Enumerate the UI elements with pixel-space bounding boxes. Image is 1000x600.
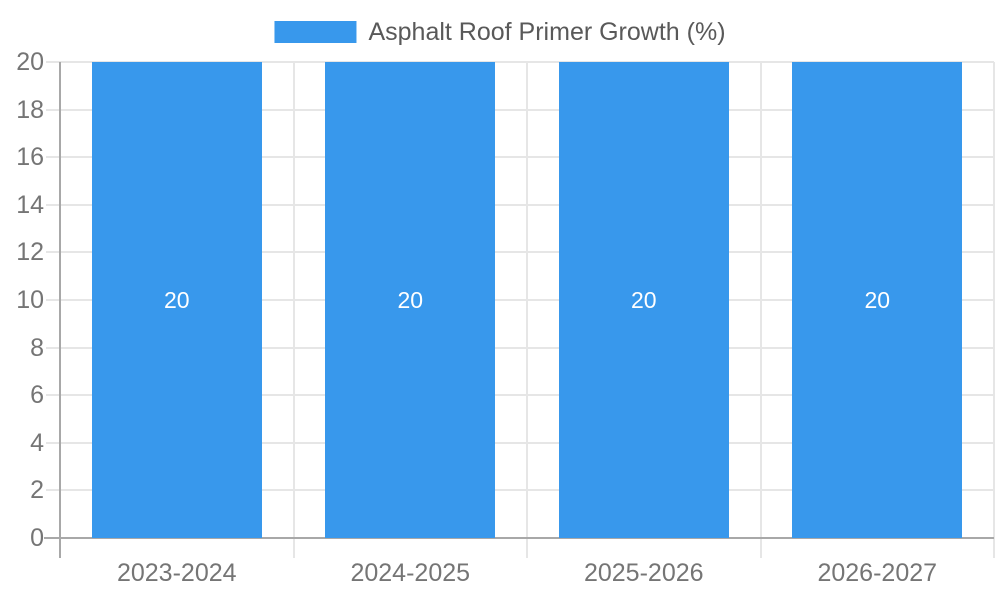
y-gridline — [46, 394, 994, 397]
x-gridline — [292, 62, 295, 558]
bar-value-label: 20 — [163, 287, 190, 313]
bar-value-label: 20 — [630, 287, 657, 313]
bar-value-label: 20 — [864, 287, 891, 313]
x-axis-line — [44, 537, 994, 539]
y-tick-label: 8 — [30, 333, 44, 362]
bar[interactable] — [792, 62, 963, 538]
bar[interactable] — [558, 62, 729, 538]
y-gridline — [46, 441, 994, 444]
bar-value-label: 20 — [397, 287, 424, 313]
legend-swatch — [274, 21, 357, 43]
y-axis-line — [59, 62, 61, 558]
legend-label: Asphalt Roof Primer Growth (%) — [368, 18, 726, 46]
y-gridline — [46, 156, 994, 159]
y-tick-label: 14 — [16, 190, 44, 219]
x-tick-label: 2024-2025 — [350, 559, 471, 587]
x-gridline — [759, 62, 762, 558]
x-gridline — [526, 62, 528, 558]
y-tick-label: 10 — [16, 286, 44, 314]
x-gridline — [993, 62, 995, 558]
y-tick-label: 18 — [16, 95, 44, 124]
y-tick-label: 12 — [16, 238, 44, 267]
y-gridline — [46, 489, 994, 492]
y-gridline — [46, 346, 994, 349]
x-tick-label: 2023-2024 — [116, 559, 237, 587]
y-gridline — [46, 251, 994, 254]
x-tick-label: 2026-2027 — [817, 559, 938, 587]
y-tick-label: 4 — [30, 428, 44, 457]
y-tick-label: 20 — [16, 48, 44, 76]
y-tick-label: 2 — [30, 476, 44, 505]
y-gridline — [46, 61, 994, 63]
y-gridline — [46, 203, 994, 206]
y-tick-label: 0 — [30, 524, 44, 552]
bar[interactable] — [91, 62, 262, 538]
y-gridline — [46, 299, 994, 301]
bar[interactable] — [325, 62, 496, 538]
x-tick-label: 2025-2026 — [583, 559, 704, 587]
legend[interactable]: Asphalt Roof Primer Growth (%) — [274, 18, 726, 46]
y-gridline — [46, 108, 994, 111]
y-tick-label: 6 — [30, 381, 44, 410]
y-tick-label: 16 — [16, 143, 44, 172]
